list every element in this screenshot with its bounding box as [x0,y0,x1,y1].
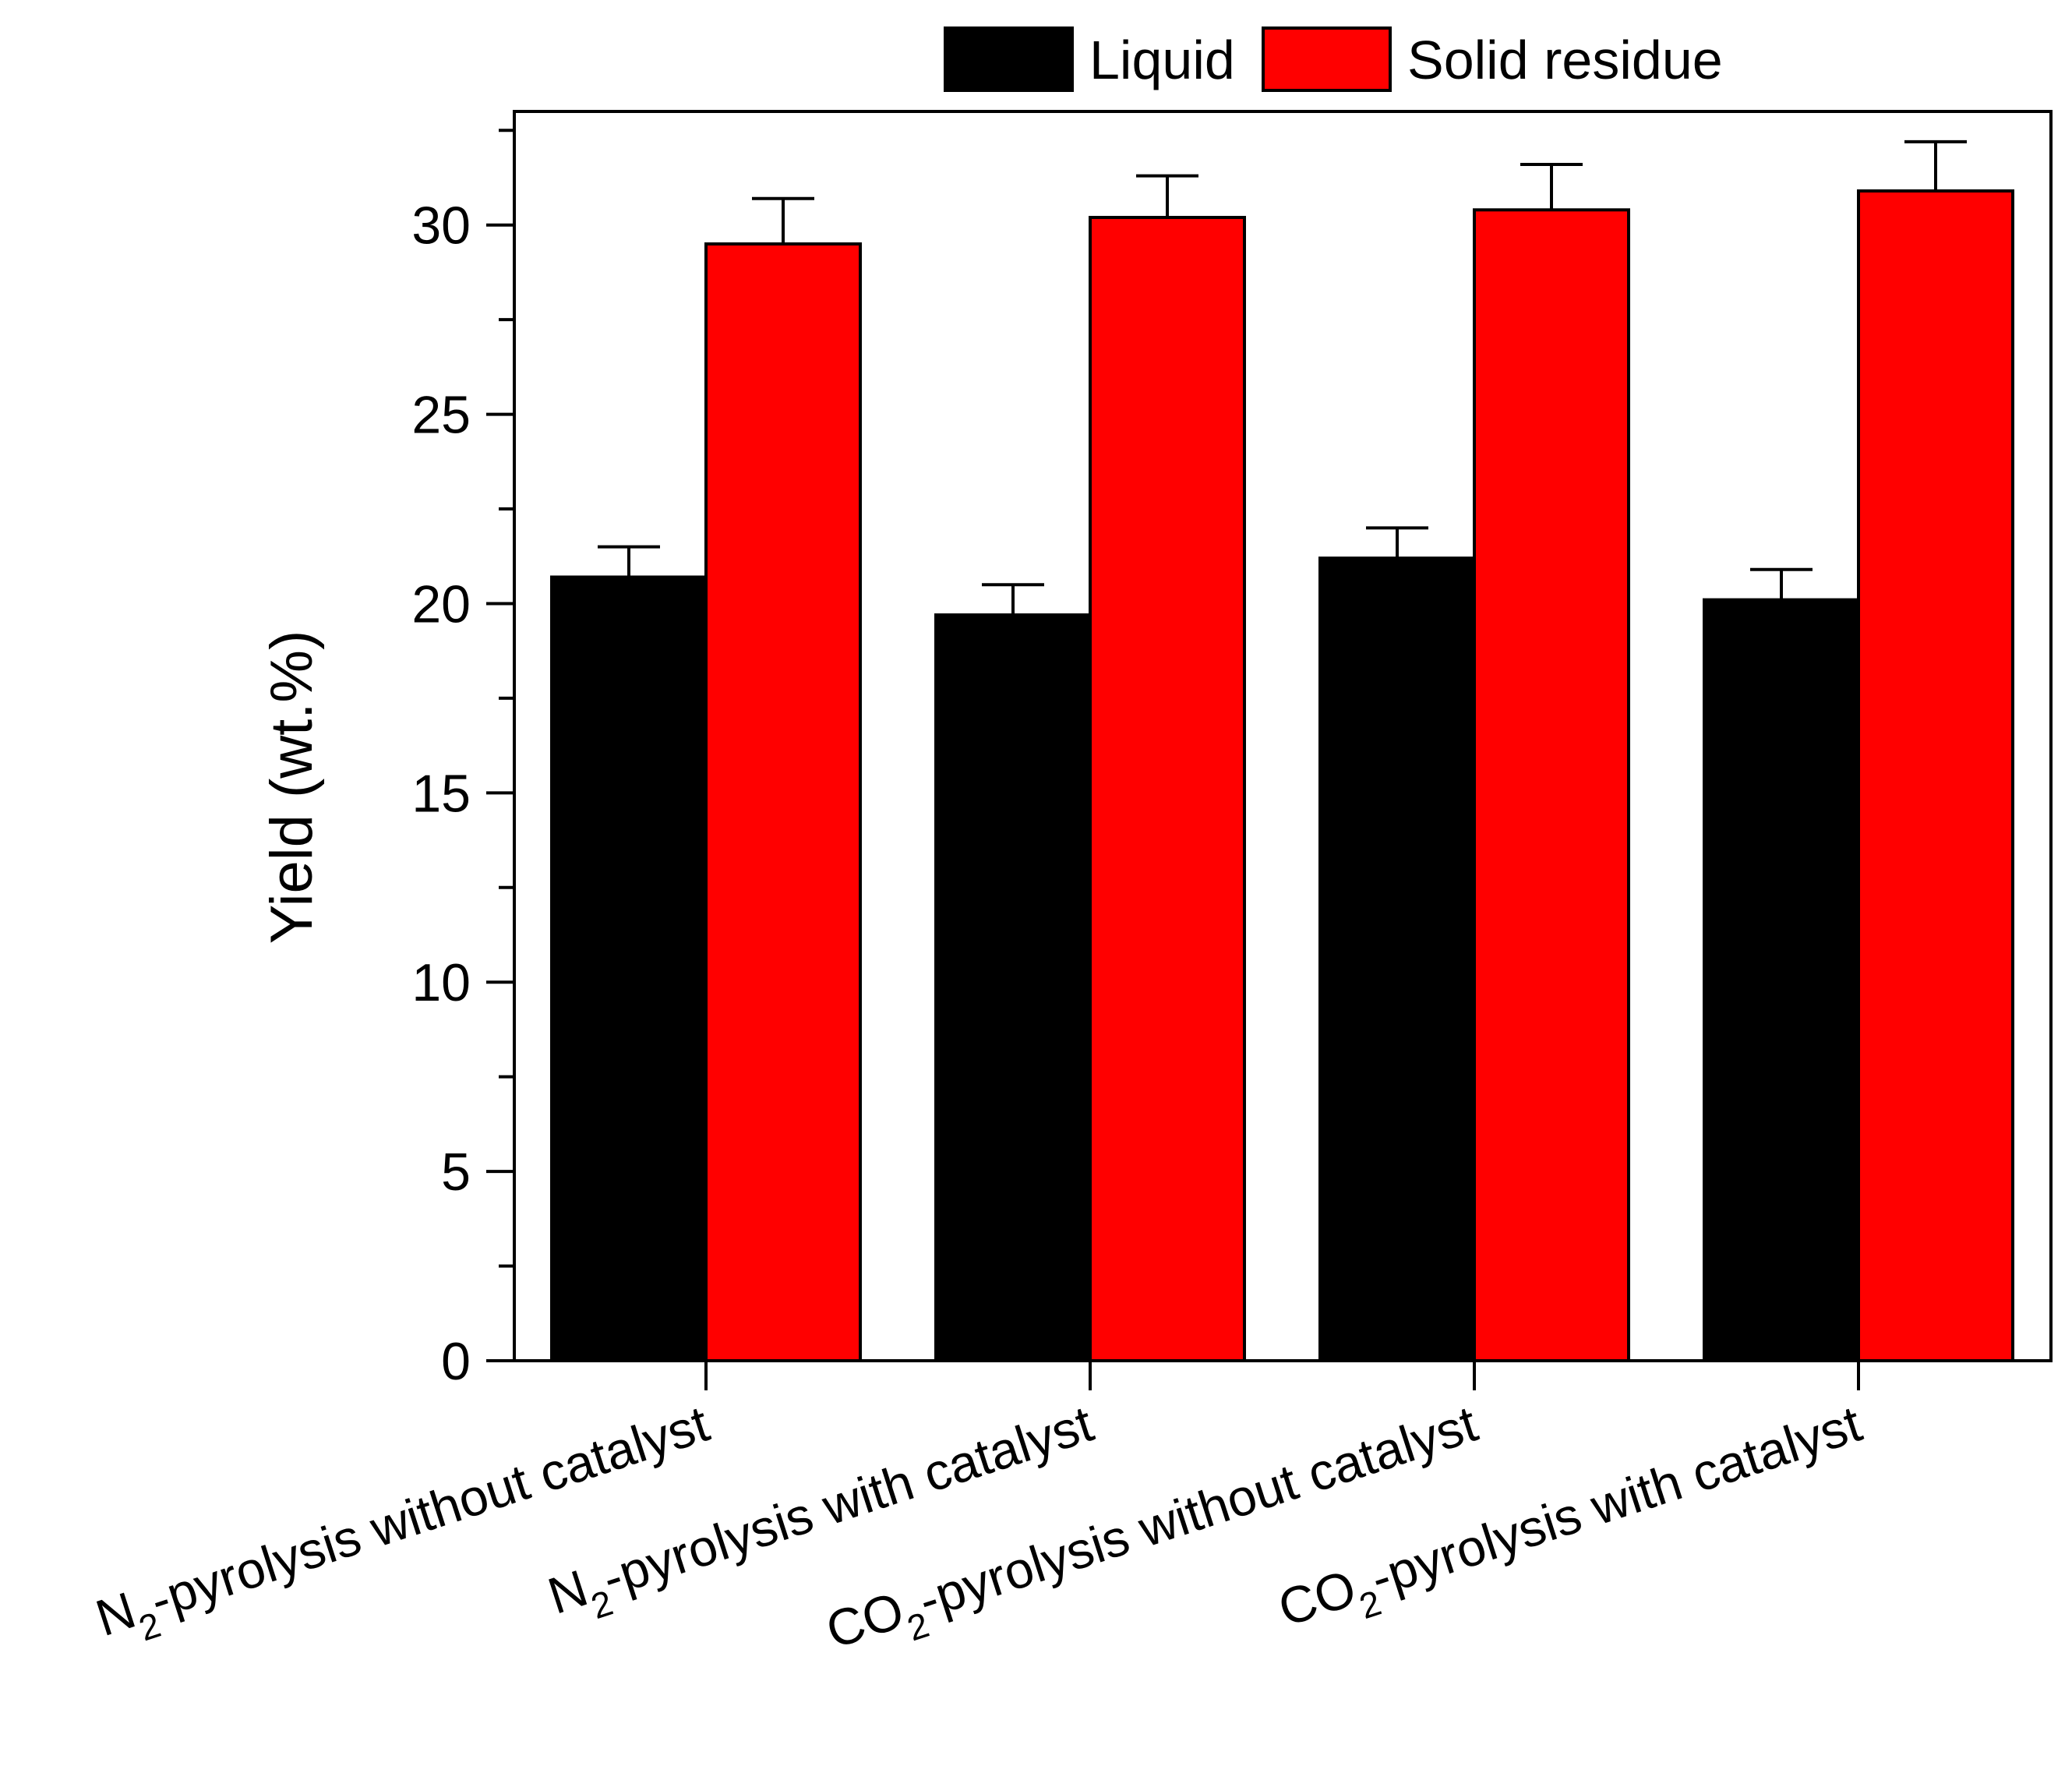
bar-liquid-0 [550,575,708,1362]
bar-solid-residue-1 [1089,216,1246,1363]
bar-solid-residue-2 [1473,208,1630,1362]
bar-liquid-3 [1703,598,1860,1362]
y-axis-title: Yield (wt.%) [259,630,325,945]
legend-label: Liquid [1089,30,1235,90]
error-bar-0-0 [598,545,660,577]
error-bar-0-1 [982,583,1044,616]
error-bar-1-0 [752,196,814,245]
y-tick-label: 15 [411,764,471,823]
y-tick-label: 0 [441,1332,471,1391]
error-bar-1-3 [1904,140,1967,192]
y-tick-label: 5 [441,1143,471,1202]
x-axis: N2-pyrolysis without catalystN2-pyrolysi… [89,1361,1868,1672]
plot-frame [513,110,2053,1362]
y-tick-label: 25 [411,386,471,445]
legend-swatch [1262,26,1392,92]
bar-liquid-2 [1318,556,1476,1362]
error-bar-1-1 [1136,174,1198,218]
plot-area [513,110,2053,1363]
y-tick-label: 30 [411,196,471,256]
legend: Liquid Solid residue [944,26,1723,92]
error-bar-0-3 [1750,567,1813,600]
y-axis: 0 5 10 15 20 25 30 [411,129,514,1391]
legend-item-solid-residue: Solid residue [1262,26,1723,92]
error-bar-0-2 [1366,526,1428,559]
x-category-label: CO2-pyrolysis without catalyst [819,1394,1488,1672]
y-tick-label: 20 [411,574,471,634]
bar-solid-residue-3 [1857,189,2014,1363]
legend-swatch [944,26,1074,92]
bar-liquid-1 [934,613,1092,1362]
legend-label: Solid residue [1407,30,1723,90]
bar-solid-residue-0 [704,242,862,1362]
legend-item-liquid: Liquid [944,26,1235,92]
error-bar-1-2 [1520,163,1583,210]
x-category-label: N2-pyrolysis without catalyst [89,1394,720,1660]
y-tick-label: 10 [411,953,471,1012]
